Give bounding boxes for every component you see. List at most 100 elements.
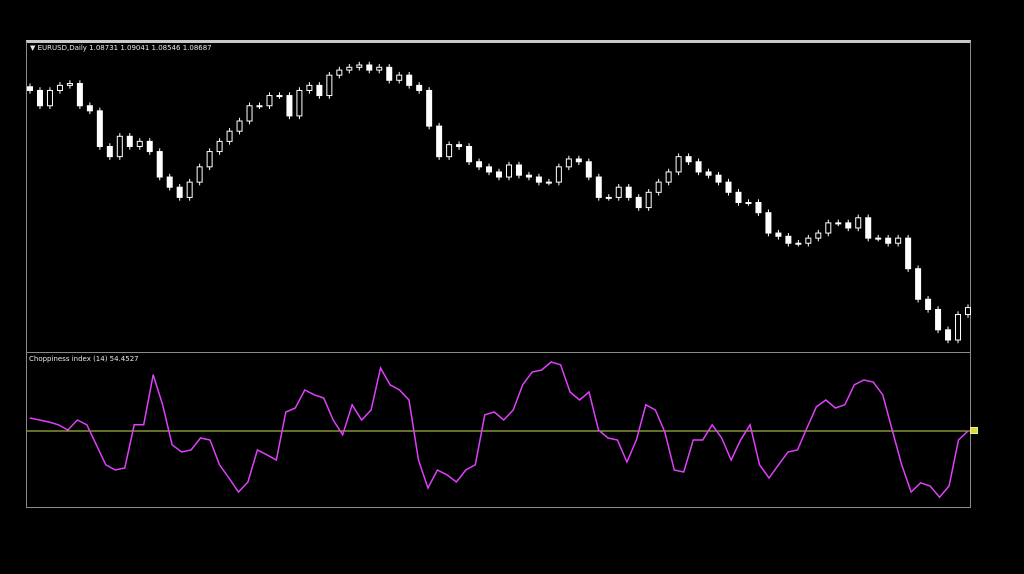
candle [705,168,712,179]
collapse-arrow-icon[interactable]: ▼ [30,44,36,52]
candle [486,163,493,176]
choppiness-point [541,369,543,371]
candle-body [815,232,822,239]
candle [785,233,792,247]
candle [925,296,932,313]
choppiness-point [218,464,220,466]
candle [695,158,702,176]
candle [366,61,373,74]
choppiness-point [86,424,88,426]
candle [855,214,862,232]
candle [515,161,522,179]
candle [296,87,303,120]
choppiness-point [171,444,173,446]
choppiness-point [399,389,401,391]
candle-body [665,171,672,183]
choppiness-point [654,409,656,411]
candle [76,80,83,109]
candle-body [286,95,293,117]
candle [396,71,403,84]
candle [635,194,642,211]
candle [725,178,732,196]
candle [595,173,602,201]
candle [406,71,413,89]
choppiness-point [323,397,325,399]
choppiness-point [143,424,145,426]
choppiness-point [522,384,524,386]
choppiness-point [57,424,59,426]
chart-window[interactable] [26,40,971,508]
choppiness-point [597,429,599,431]
choppiness-point [474,464,476,466]
candle-body [436,125,443,158]
candle [645,189,652,211]
candle [126,133,133,150]
candle [336,66,343,79]
candle [116,133,123,160]
candle-body [406,74,413,86]
candle-body [446,144,453,158]
candle-body [905,237,912,270]
indicator-separator[interactable] [26,352,971,353]
choppiness-point [465,469,467,471]
candle-body [535,176,542,183]
candle-body [96,110,103,147]
candle-body [685,156,692,163]
candle-body [416,84,423,91]
candle [266,92,273,109]
candle [446,141,453,160]
choppiness-point [853,384,855,386]
choppiness-point [834,407,836,409]
choppiness-point [408,399,410,401]
candle-body [296,89,303,117]
candle-body [136,140,143,147]
candle-body [146,140,153,153]
candle [825,219,832,237]
choppiness-point [711,424,713,426]
candle-body [825,222,832,234]
candle-body [336,69,343,76]
candle-body [855,217,862,229]
choppiness-point [683,471,685,473]
candle-body [585,161,592,178]
choppiness-point [266,454,268,456]
candle-body [46,89,53,107]
choppiness-point [901,464,903,466]
candle [735,189,742,206]
candle-body [316,84,323,97]
choppiness-point [806,427,808,429]
choppiness-point [616,439,618,441]
choppiness-point [48,421,50,423]
choppiness-point [560,364,562,366]
candle [775,229,782,240]
candle-body [885,237,892,244]
candle-body [56,84,63,91]
choppiness-point [550,361,552,363]
choppiness-point [124,467,126,469]
candle [96,107,103,150]
choppiness-point [105,464,107,466]
candle [685,153,692,165]
choppiness-point [939,496,941,498]
candle [466,143,473,165]
candle [965,304,971,318]
candle [246,102,253,125]
choppiness-point [692,439,694,441]
candle [166,173,173,191]
candle [206,148,213,171]
candle-body [925,298,932,310]
choppiness-point [181,451,183,453]
candle [46,87,53,109]
candle-body [166,176,173,188]
choppiness-point [872,381,874,383]
candle [525,171,532,181]
choppiness-point [304,389,306,391]
candle [346,64,353,74]
choppiness-line [29,361,969,499]
choppiness-point [531,371,533,373]
symbol-label: EURUSD,Daily [37,44,87,52]
candle-body [865,217,872,239]
candle-body [236,120,243,132]
choppiness-point [427,487,429,489]
candle [316,82,323,99]
